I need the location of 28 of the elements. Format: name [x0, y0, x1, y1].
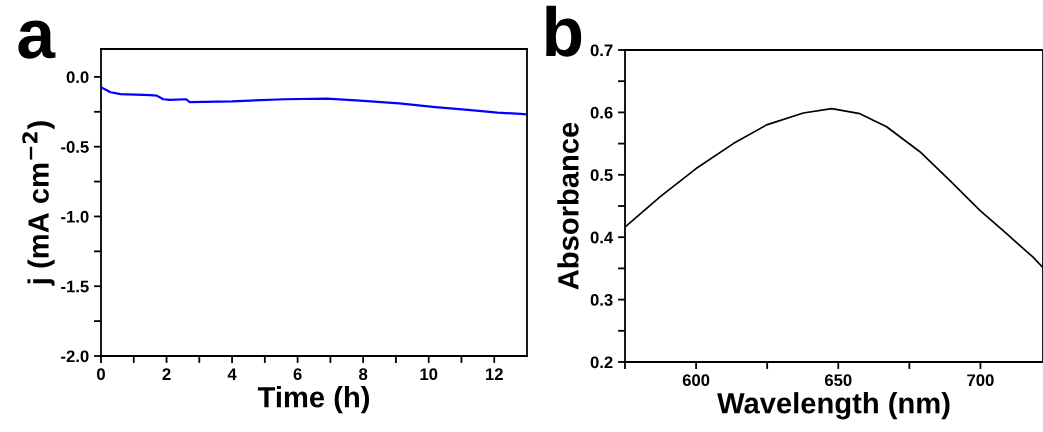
y-tick-label: -2.0: [61, 350, 89, 363]
y-axis-title: Absorbance: [557, 122, 579, 290]
x-tick-label: 10: [420, 368, 438, 381]
chart-title: a: [18, 20, 56, 59]
x-tick-label: 12: [486, 368, 503, 380]
line-series: [101, 86, 527, 116]
y-tick-label: -1.5: [61, 280, 89, 293]
x-tick-label: 2: [162, 368, 171, 380]
y-tick-label: 0.3: [590, 294, 613, 306]
x-axis-title: Wavelength (nm): [717, 392, 950, 420]
y-tick-label: 0.6: [590, 106, 613, 119]
x-tick-label: 0: [97, 368, 105, 381]
y-tick-label: 0.4: [590, 231, 614, 244]
x-tick-label: 600: [682, 374, 710, 387]
y-tick-label: -0.5: [61, 141, 89, 153]
y-tick-label: 0.5: [590, 169, 613, 181]
x-tick-label: 4: [227, 368, 237, 380]
x-tick-label: 700: [967, 374, 994, 387]
y-tick-label: 0.7: [590, 44, 613, 57]
y-tick-label: 0.0: [66, 71, 89, 84]
y-tick-label: 0.2: [590, 356, 613, 369]
y-tick-label: -1.0: [61, 210, 89, 223]
x-axis-title: Time (h): [257, 386, 370, 414]
x-tick-label: 8: [359, 368, 368, 381]
chart-title: b: [546, 5, 582, 57]
x-tick-label: 650: [824, 374, 852, 387]
x-tick-label: 6: [293, 368, 302, 381]
y-axis-title: j (mA cm$^{−2}$): [22, 121, 55, 286]
